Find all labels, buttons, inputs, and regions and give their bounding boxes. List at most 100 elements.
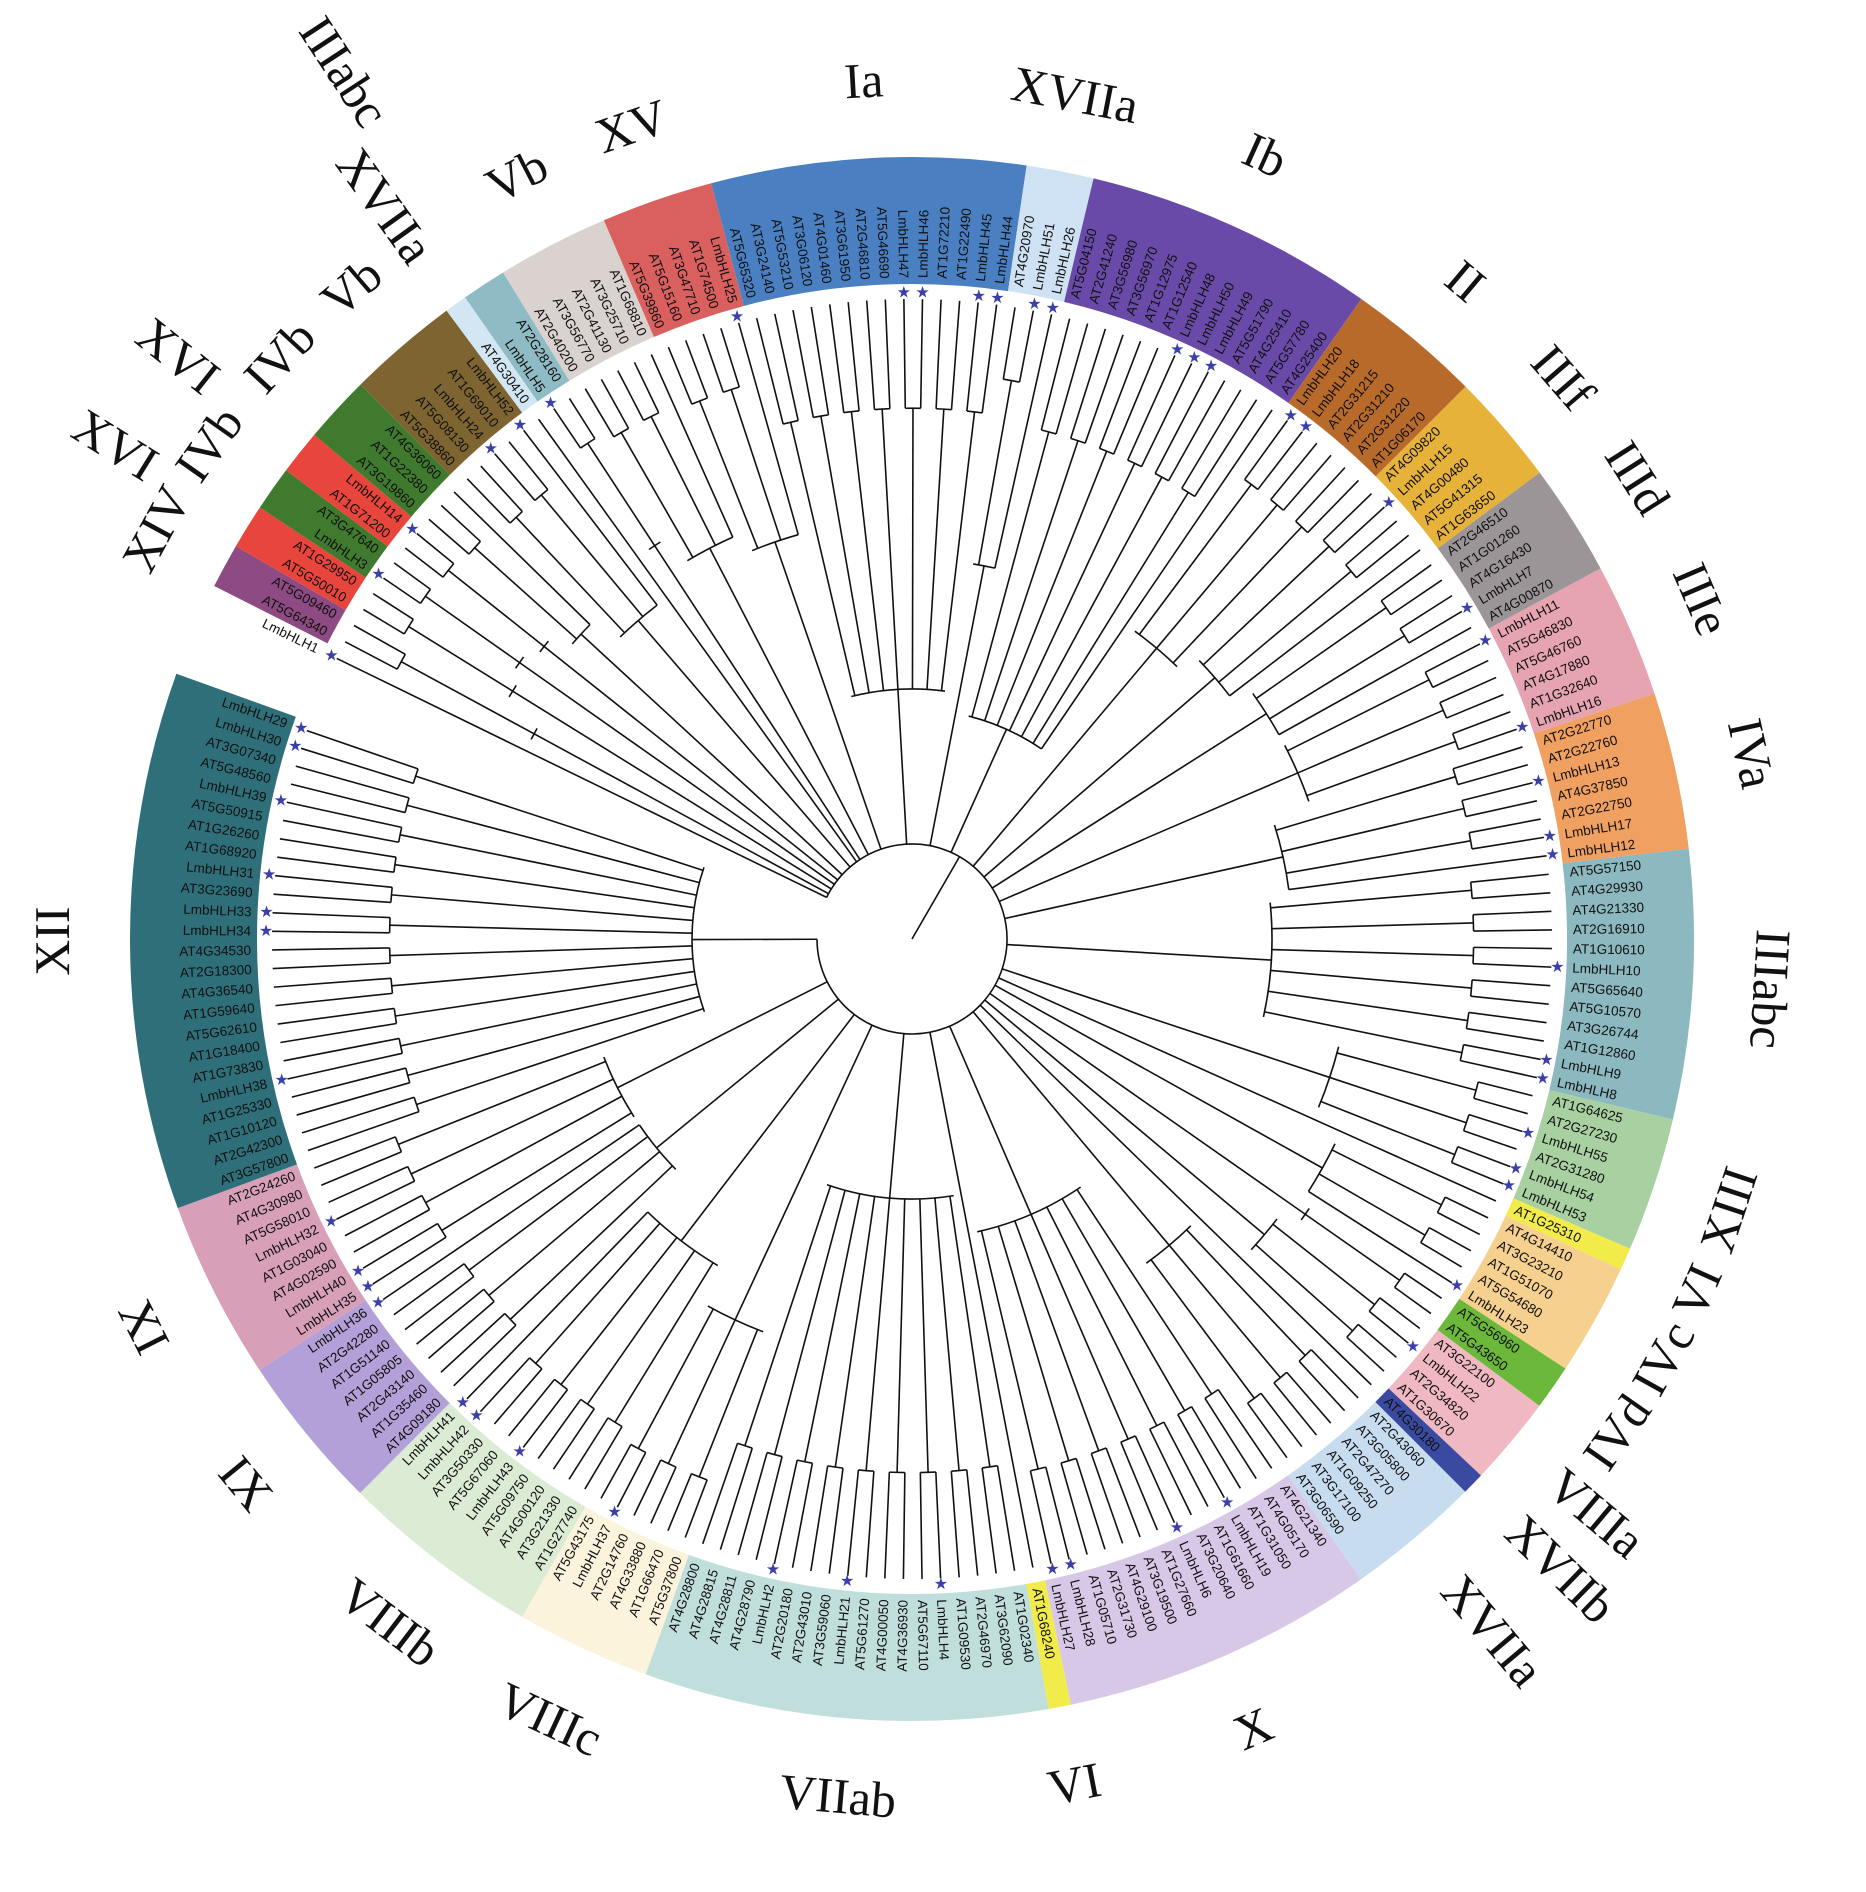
branch <box>686 536 734 562</box>
branch <box>660 1459 677 1468</box>
branch <box>1465 800 1538 818</box>
branch <box>996 1465 1016 1571</box>
leaf-label: AT4G36540 <box>181 981 254 1001</box>
branch <box>1275 775 1456 832</box>
branch <box>1399 628 1410 644</box>
branch <box>406 804 700 884</box>
branch <box>617 981 828 1089</box>
branch <box>580 1398 595 1410</box>
clade-label: VIIab <box>778 1763 899 1829</box>
clade-label: Vb <box>477 136 557 214</box>
branch <box>1262 902 1273 1018</box>
leaf-label: LmbHLH31 <box>186 859 255 881</box>
clade-label: IVb <box>233 309 327 404</box>
branch <box>300 747 414 785</box>
clade-band <box>177 1164 366 1371</box>
branch <box>1273 1382 1318 1436</box>
clade-band <box>1008 165 1094 302</box>
branch <box>919 299 924 409</box>
branch <box>709 547 870 856</box>
branch <box>272 911 391 919</box>
branch <box>395 970 695 1017</box>
branch <box>650 416 717 546</box>
branch <box>698 400 759 549</box>
star-icon: ★ <box>288 738 302 755</box>
clade-label: IVc <box>1620 1312 1705 1405</box>
branch <box>719 1447 754 1550</box>
branch <box>537 418 639 558</box>
branch <box>474 547 578 640</box>
branch <box>1154 472 1169 482</box>
branch <box>1055 323 1089 435</box>
clade-label: VI <box>1043 1751 1105 1816</box>
star-icon: ★ <box>469 1408 483 1425</box>
branch <box>1286 1371 1332 1424</box>
branch <box>1202 545 1330 666</box>
leaf-label: LmbHLH10 <box>1572 961 1641 979</box>
branch <box>410 1078 614 1175</box>
branch <box>1437 1211 1481 1236</box>
branch <box>834 1196 876 1468</box>
branch <box>400 660 535 735</box>
clade-label: IIIe <box>1662 555 1742 643</box>
branch <box>1270 499 1284 511</box>
clade-label: XVIIa <box>1007 55 1143 134</box>
branch <box>647 1211 719 1267</box>
clade-label: IIIabc <box>1739 928 1802 1050</box>
star-icon: ★ <box>990 290 1004 307</box>
branch <box>983 677 1216 878</box>
branch <box>1478 1081 1533 1097</box>
branch <box>1308 1190 1453 1284</box>
branch <box>428 1300 495 1360</box>
clade-band <box>286 434 412 547</box>
branch <box>1246 1402 1288 1459</box>
clade-label: XIV <box>110 476 202 581</box>
branch <box>1368 1310 1409 1344</box>
leaf-label: AT1G22490 <box>954 208 974 281</box>
branch <box>1390 579 1443 616</box>
branch <box>1404 1272 1443 1299</box>
leaf-label: AT1G09530 <box>953 1598 973 1671</box>
clade-band <box>446 297 538 413</box>
branch <box>1248 1265 1372 1386</box>
leaf-label: AT5G10570 <box>1569 999 1642 1021</box>
branch <box>275 874 393 889</box>
star-icon: ★ <box>1170 1520 1184 1537</box>
branch <box>1075 1458 1106 1550</box>
clade-band <box>204 586 328 661</box>
branch <box>1424 643 1481 674</box>
branch <box>1001 968 1330 1079</box>
leaf-label: AT1G10610 <box>1573 941 1645 957</box>
branch <box>1070 437 1086 444</box>
branch <box>984 999 1265 1236</box>
branch <box>684 1479 708 1538</box>
branch <box>1045 1466 1070 1560</box>
branch <box>643 412 660 422</box>
branch <box>1272 1223 1376 1306</box>
clade-band <box>1026 1580 1071 1709</box>
star-icon: ★ <box>1478 633 1492 650</box>
branch <box>600 1444 632 1499</box>
branch <box>1247 1392 1262 1404</box>
branch <box>789 422 856 696</box>
star-icon: ★ <box>840 1573 854 1590</box>
branch <box>1452 711 1511 735</box>
branch <box>1380 600 1392 616</box>
clade-band <box>1437 1298 1566 1406</box>
branch <box>1298 1360 1346 1412</box>
branch <box>436 1223 447 1238</box>
branch <box>1436 1196 1446 1213</box>
branch <box>362 1222 438 1269</box>
branch <box>1458 728 1517 751</box>
branch <box>1288 854 1547 891</box>
branch <box>1177 1414 1225 1499</box>
branch <box>1120 1435 1136 1443</box>
clade-band <box>711 157 1027 306</box>
branch <box>493 1368 543 1425</box>
clade-band <box>1437 472 1601 629</box>
branch <box>1346 1336 1385 1372</box>
branch <box>654 545 861 860</box>
branch <box>1181 487 1196 498</box>
star-icon: ★ <box>1284 407 1298 424</box>
branch <box>508 684 517 698</box>
